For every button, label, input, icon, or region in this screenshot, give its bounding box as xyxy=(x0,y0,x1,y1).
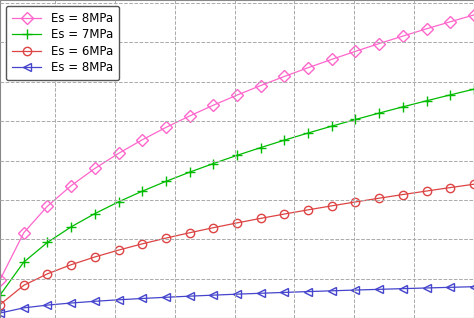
Es = 8MPa xyxy=(68,301,74,305)
Es = 8MPa xyxy=(305,66,311,70)
Es = 8MPa xyxy=(21,306,27,310)
Es = 7MPa xyxy=(45,240,50,244)
Es = 8MPa xyxy=(210,103,216,107)
Es = 7MPa xyxy=(424,99,429,103)
Es = 7MPa xyxy=(234,154,240,157)
Es = 7MPa xyxy=(329,124,335,128)
Es = 8MPa xyxy=(471,285,474,289)
Es = 7MPa xyxy=(163,179,169,183)
Line: Es = 8MPa: Es = 8MPa xyxy=(0,282,474,317)
Es = 8MPa xyxy=(424,286,429,290)
Es = 8MPa xyxy=(21,231,27,235)
Es = 8MPa xyxy=(45,303,50,307)
Es = 6MPa xyxy=(45,272,50,276)
Es = 8MPa xyxy=(329,58,335,61)
Es = 6MPa xyxy=(400,193,406,197)
Es = 6MPa xyxy=(92,255,98,259)
Es = 8MPa xyxy=(68,184,74,188)
Es = 8MPa xyxy=(282,74,287,78)
Es = 8MPa xyxy=(258,291,264,295)
Es = 6MPa xyxy=(424,189,429,193)
Es = 6MPa xyxy=(68,263,74,267)
Es = 6MPa xyxy=(471,182,474,186)
Legend: Es = 8MPa, Es = 7MPa, Es = 6MPa, Es = 8MPa: Es = 8MPa, Es = 7MPa, Es = 6MPa, Es = 8M… xyxy=(6,6,119,80)
Es = 7MPa xyxy=(92,212,98,216)
Es = 7MPa xyxy=(282,138,287,142)
Es = 8MPa xyxy=(163,295,169,299)
Es = 8MPa xyxy=(282,291,287,294)
Es = 8MPa xyxy=(45,204,50,208)
Es = 7MPa xyxy=(187,170,192,174)
Es = 6MPa xyxy=(234,221,240,225)
Es = 7MPa xyxy=(210,162,216,165)
Es = 7MPa xyxy=(353,118,358,121)
Line: Es = 7MPa: Es = 7MPa xyxy=(0,84,474,300)
Es = 8MPa xyxy=(0,278,3,282)
Es = 6MPa xyxy=(163,236,169,240)
Es = 6MPa xyxy=(139,242,145,246)
Es = 6MPa xyxy=(376,196,382,200)
Es = 7MPa xyxy=(0,293,3,297)
Es = 6MPa xyxy=(282,212,287,216)
Es = 8MPa xyxy=(0,311,3,315)
Es = 8MPa xyxy=(116,151,121,155)
Es = 7MPa xyxy=(116,200,121,204)
Es = 7MPa xyxy=(447,93,453,97)
Es = 7MPa xyxy=(305,131,311,135)
Es = 7MPa xyxy=(21,260,27,264)
Es = 7MPa xyxy=(400,105,406,109)
Es = 8MPa xyxy=(92,167,98,170)
Es = 6MPa xyxy=(21,283,27,287)
Es = 8MPa xyxy=(187,114,192,118)
Es = 8MPa xyxy=(353,49,358,53)
Es = 8MPa xyxy=(234,93,240,97)
Es = 8MPa xyxy=(376,42,382,45)
Es = 6MPa xyxy=(210,226,216,230)
Es = 8MPa xyxy=(400,287,406,291)
Es = 8MPa xyxy=(210,293,216,297)
Es = 6MPa xyxy=(258,217,264,220)
Es = 6MPa xyxy=(305,208,311,212)
Es = 8MPa xyxy=(447,286,453,289)
Es = 8MPa xyxy=(447,20,453,24)
Es = 8MPa xyxy=(187,294,192,298)
Es = 8MPa xyxy=(92,299,98,303)
Es = 8MPa xyxy=(400,34,406,38)
Es = 6MPa xyxy=(329,204,335,208)
Es = 6MPa xyxy=(447,186,453,190)
Es = 8MPa xyxy=(376,287,382,291)
Line: Es = 8MPa: Es = 8MPa xyxy=(0,11,474,284)
Es = 8MPa xyxy=(139,297,145,301)
Es = 8MPa xyxy=(139,138,145,142)
Es = 8MPa xyxy=(234,292,240,296)
Es = 7MPa xyxy=(376,111,382,115)
Es = 8MPa xyxy=(305,290,311,294)
Es = 8MPa xyxy=(116,298,121,302)
Es = 6MPa xyxy=(353,200,358,204)
Es = 6MPa xyxy=(187,231,192,235)
Es = 7MPa xyxy=(68,225,74,229)
Es = 6MPa xyxy=(116,248,121,252)
Es = 7MPa xyxy=(471,87,474,91)
Es = 6MPa xyxy=(0,303,3,307)
Es = 8MPa xyxy=(258,84,264,87)
Es = 8MPa xyxy=(471,13,474,17)
Es = 7MPa xyxy=(258,146,264,149)
Es = 8MPa xyxy=(329,289,335,293)
Es = 8MPa xyxy=(353,288,358,292)
Es = 8MPa xyxy=(424,27,429,31)
Es = 8MPa xyxy=(163,126,169,129)
Line: Es = 6MPa: Es = 6MPa xyxy=(0,180,474,309)
Es = 7MPa xyxy=(139,189,145,193)
